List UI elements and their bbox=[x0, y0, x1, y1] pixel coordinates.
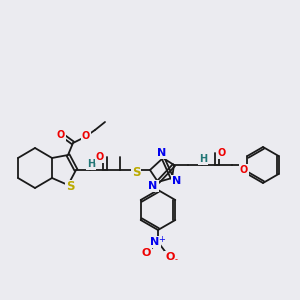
Text: O: O bbox=[57, 130, 65, 140]
Text: +: + bbox=[159, 235, 165, 244]
Text: N: N bbox=[172, 176, 182, 186]
Text: O: O bbox=[165, 252, 175, 262]
Text: N: N bbox=[158, 148, 166, 158]
Text: -: - bbox=[175, 256, 178, 265]
Text: N: N bbox=[150, 237, 160, 247]
Text: O: O bbox=[218, 148, 226, 158]
Text: O: O bbox=[82, 131, 90, 141]
Text: S: S bbox=[66, 181, 74, 194]
Text: H: H bbox=[199, 154, 207, 164]
Text: O: O bbox=[141, 248, 151, 258]
Text: O: O bbox=[96, 152, 104, 162]
Text: O: O bbox=[240, 165, 248, 175]
Text: H: H bbox=[87, 159, 95, 169]
Text: N: N bbox=[148, 181, 158, 191]
Text: S: S bbox=[132, 166, 140, 178]
